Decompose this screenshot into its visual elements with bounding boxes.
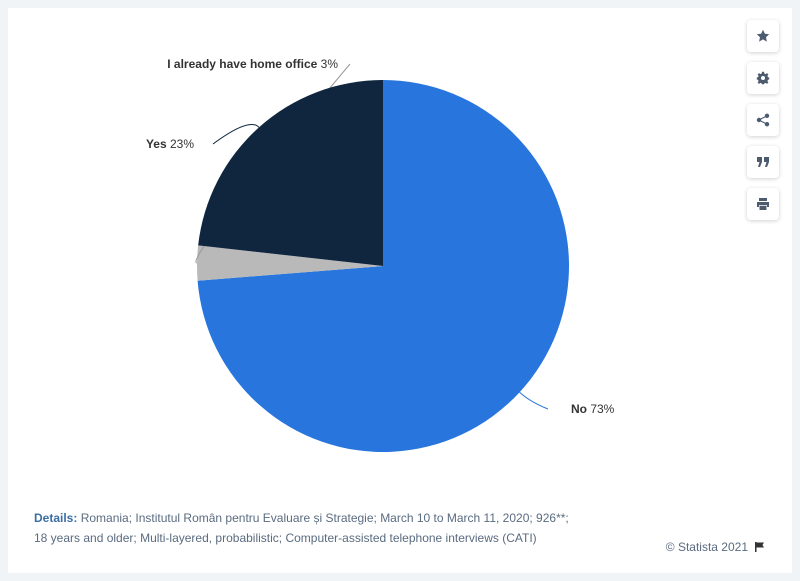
- pie-slice-i-already-have-home-office[interactable]: [197, 245, 383, 281]
- settings-button[interactable]: [747, 62, 779, 94]
- details-text: Details: Romania; Institutul Român pentr…: [34, 508, 574, 548]
- details-label: Details:: [34, 511, 78, 525]
- quote-icon: [757, 157, 769, 167]
- chart-card: No 73% I already have home office 3% Yes 2…: [8, 8, 792, 573]
- gear-icon: [756, 71, 770, 85]
- pie-chart: No 73% I already have home office 3% Yes 2…: [146, 57, 615, 452]
- print-button[interactable]: [747, 188, 779, 220]
- connector-line: [519, 391, 549, 410]
- connector-line: [212, 124, 260, 145]
- slice-label: I already have home office 3%: [167, 57, 338, 71]
- favorite-button[interactable]: [747, 20, 779, 52]
- slice-label: Yes 23%: [146, 137, 194, 151]
- share-button[interactable]: [747, 104, 779, 136]
- pie-slice-no[interactable]: [197, 80, 570, 452]
- flag-icon[interactable]: [754, 541, 766, 553]
- cite-button[interactable]: [747, 146, 779, 178]
- pie-slice-yes[interactable]: [198, 80, 383, 266]
- printer-icon: [757, 198, 769, 210]
- credit: © Statista 2021: [666, 540, 766, 554]
- chart-toolbar: [747, 20, 779, 230]
- star-icon: [756, 29, 770, 42]
- details-body: Romania; Institutul Român pentru Evaluar…: [34, 511, 569, 545]
- credit-text: © Statista 2021: [665, 540, 748, 554]
- share-icon: [756, 113, 770, 127]
- slice-label: No 73%: [571, 402, 615, 416]
